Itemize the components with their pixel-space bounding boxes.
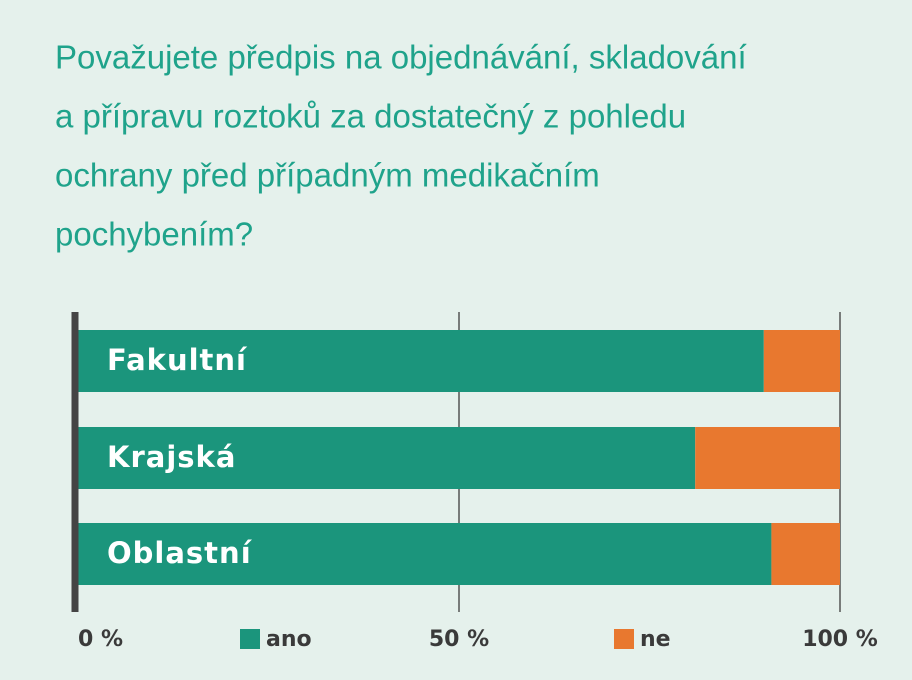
chart-title: a přípravu roztoků za dostatečný z pohle… [55,98,686,135]
category-label: Krajská [107,440,236,474]
legend-label: ne [640,627,671,652]
legend-swatch [614,629,634,649]
x-tick-label: 50 % [429,627,489,652]
chart-title: pochybením? [55,216,253,253]
legend-swatch [240,629,260,649]
bar-segment [763,330,840,392]
legend-label: ano [266,627,312,652]
bar-segment [78,523,772,585]
bar-segment [771,523,840,585]
x-tick-label: 0 % [78,627,123,652]
bar-segment [695,427,840,489]
category-label: Fakultní [107,343,248,377]
category-label: Oblastní [107,536,253,570]
bar-segment [78,330,764,392]
bar-segment [78,427,696,489]
chart-title: Považujete předpis na objednávání, sklad… [55,39,747,76]
x-tick-label: 100 % [802,627,878,652]
chart-title: ochrany před případným medikačním [55,157,600,194]
